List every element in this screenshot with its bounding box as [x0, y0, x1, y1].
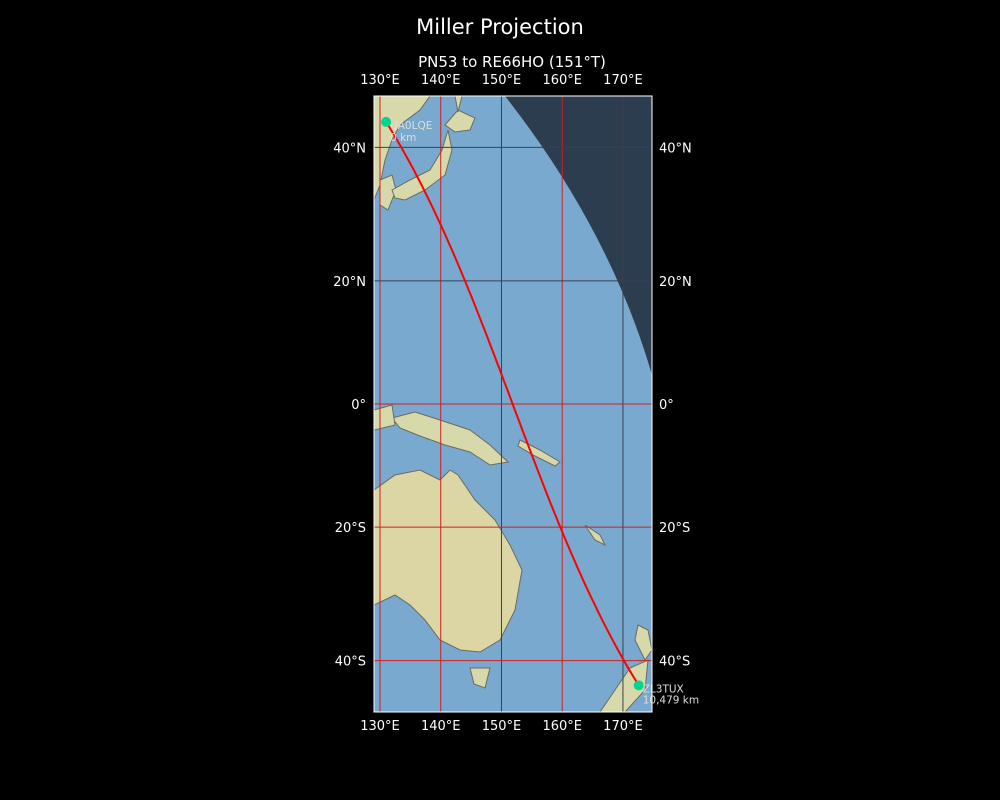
lon-label-top: 140°E [421, 73, 461, 88]
lon-label-bottom: 140°E [421, 719, 461, 734]
start-marker [381, 116, 392, 127]
australia [374, 469, 523, 653]
night-shading [505, 96, 652, 375]
lon-label-bottom: 160°E [542, 719, 582, 734]
end-distance: 10,479 km [643, 694, 699, 706]
lat-label-left: 0° [351, 398, 366, 413]
lat-label-right: 0° [659, 398, 674, 413]
hokkaido [444, 109, 476, 133]
end-callsign: ZL3TUX [643, 683, 684, 695]
japan [391, 129, 453, 201]
start-callsign: UA0LQE [390, 120, 432, 132]
lat-label-left: 40°S [335, 655, 366, 670]
end-marker [633, 680, 644, 691]
sakhalin [454, 96, 463, 113]
borneo-islands [374, 404, 396, 431]
lon-label-bottom: 150°E [482, 719, 522, 734]
lat-label-right: 40°S [659, 655, 690, 670]
lon-label-top: 160°E [542, 73, 582, 88]
map-subtitle: PN53 to RE66HO (151°T) [418, 53, 606, 71]
axis-labels: 130°E 130°E 140°E 140°E 150°E 150°E 160°E 160°E… [333, 73, 692, 734]
start-distance: 0 km [390, 132, 416, 144]
lon-label-bottom: 170°E [603, 719, 643, 734]
lon-label-top: 150°E [482, 73, 522, 88]
map-frame [373, 95, 653, 713]
new-guinea [391, 411, 510, 466]
lat-label-right: 20°S [659, 521, 690, 536]
lon-label-top: 130°E [360, 73, 400, 88]
lon-label-top: 170°E [603, 73, 643, 88]
lat-label-right: 20°N [659, 275, 692, 290]
lon-label-bottom: 130°E [360, 719, 400, 734]
new-zealand-south [599, 659, 649, 712]
lat-label-left: 40°N [333, 141, 366, 156]
new-caledonia [584, 524, 607, 547]
graticule [374, 96, 652, 712]
new-zealand-north [634, 624, 652, 661]
tasmania [469, 667, 491, 689]
great-circle-path [385, 121, 640, 686]
lat-label-left: 20°S [335, 521, 366, 536]
lat-label-left: 20°N [333, 275, 366, 290]
lat-label-right: 40°N [659, 141, 692, 156]
map-title: Miller Projection [416, 15, 584, 39]
